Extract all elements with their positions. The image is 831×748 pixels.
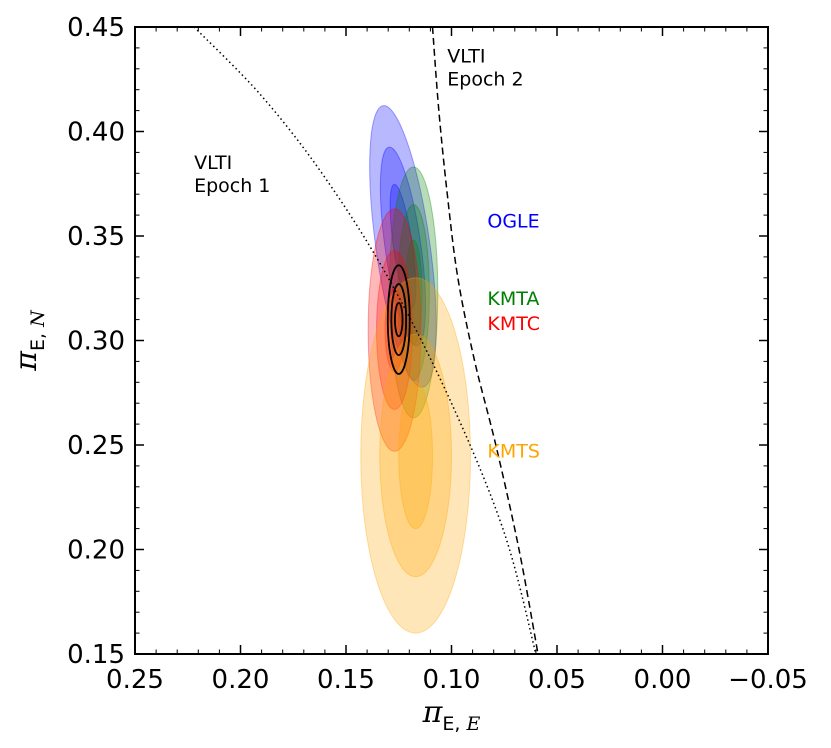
x-tick-label: 0.20 <box>212 665 270 695</box>
vlti-lines <box>193 26 539 655</box>
annotation-kmta: KMTA <box>487 288 539 310</box>
y-axis-label-sub: E, <box>27 327 49 351</box>
ellipse-kmts-1sigma <box>398 381 434 530</box>
x-axis-label-sub-italic: E <box>465 713 480 735</box>
x-tick-label: −0.05 <box>728 665 808 695</box>
y-tick-label: 0.30 <box>67 327 125 357</box>
x-tick-label: 0.15 <box>317 665 375 695</box>
x-tick-label: 0.00 <box>634 665 692 695</box>
confidence-ellipses <box>360 105 471 634</box>
ellipse-kmts-3sigma <box>360 277 471 634</box>
x-tick-label: 0.25 <box>106 665 164 695</box>
y-tick-label: 0.20 <box>67 536 125 566</box>
y-tick-label: 0.40 <box>67 118 125 148</box>
annotation-vlti: VLTI <box>194 152 232 174</box>
annotation-kmts: KMTS <box>487 441 540 463</box>
vlti-epoch-2-line <box>431 26 539 655</box>
x-axis-label: πE, E <box>422 695 481 735</box>
ellipse-ogle-1sigma <box>389 183 417 310</box>
combined-contour-3sigma <box>386 264 411 375</box>
combined-contours <box>386 264 411 375</box>
ellipse-kmts-2sigma <box>379 333 453 578</box>
y-tick-label: 0.25 <box>67 431 125 461</box>
ellipse-kmtc-3sigma <box>367 208 422 452</box>
y-tick-label: 0.35 <box>67 222 125 252</box>
x-tick-label: 0.05 <box>528 665 586 695</box>
plot-frame <box>134 26 769 655</box>
x-axis-label-sub: E, <box>442 713 466 735</box>
y-tick-label: 0.45 <box>67 13 125 43</box>
combined-contour-2sigma <box>390 283 408 357</box>
ellipse-ogle-2sigma <box>379 146 427 347</box>
x-axis-label-main: π <box>422 695 444 730</box>
y-axis-label: πE, N <box>9 309 49 372</box>
annotation-kmtc: KMTC <box>487 313 540 335</box>
annotation-ogle: OGLE <box>487 211 539 233</box>
y-axis-label-sub-italic: N <box>27 309 49 328</box>
annotation-epoch-2: Epoch 2 <box>447 69 523 91</box>
combined-contour-1sigma <box>394 301 404 338</box>
ellipse-ogle-3sigma <box>369 105 437 388</box>
x-tick-label: 0.10 <box>423 665 481 695</box>
y-tick-label: 0.15 <box>67 640 125 670</box>
annotation-vlti: VLTI <box>447 46 485 68</box>
vlti-epoch-1-line <box>193 26 537 655</box>
annotation-epoch-1: Epoch 1 <box>194 175 270 197</box>
y-axis-label-main: π <box>9 350 44 372</box>
